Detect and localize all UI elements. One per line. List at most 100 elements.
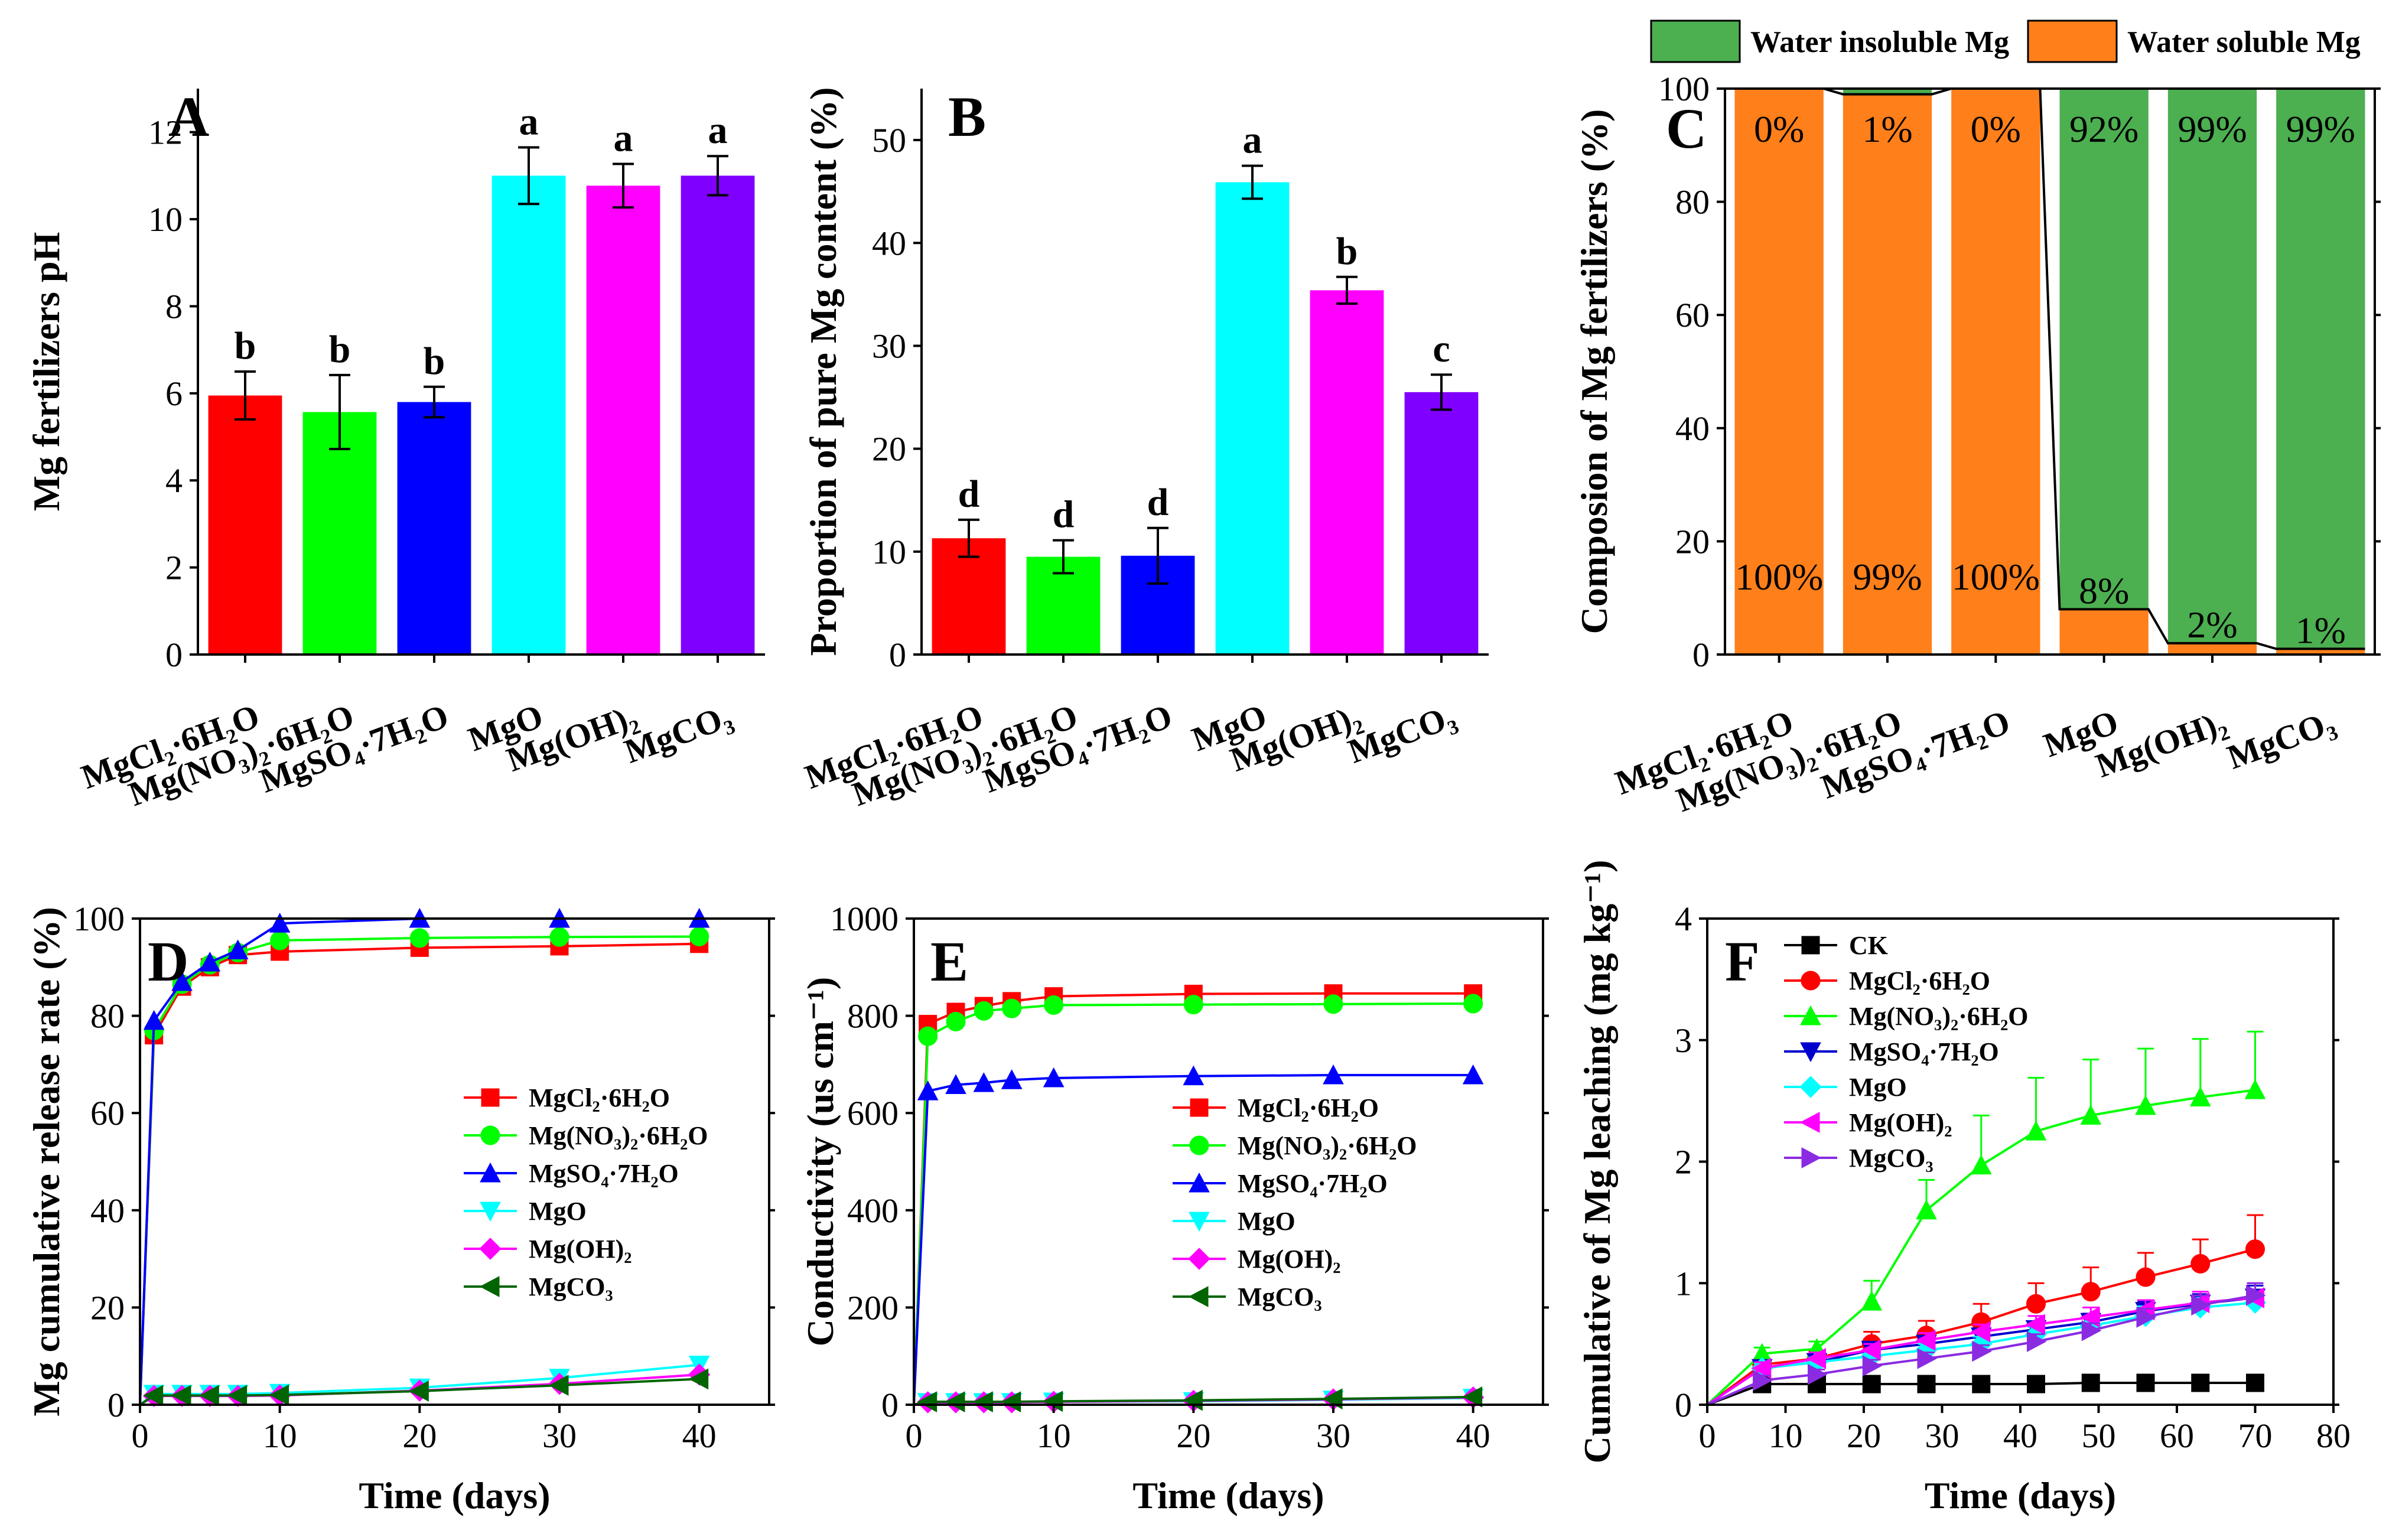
legend-label: MgSO₄·7H₂O (529, 1159, 679, 1188)
data-point (2080, 1307, 2100, 1328)
legend-swatch-soluble (2027, 19, 2118, 63)
legend-marker (479, 1238, 502, 1260)
data-point (1972, 1340, 1992, 1362)
panel-letter: D (148, 930, 188, 993)
x-tick-label: 20 (1847, 1417, 1881, 1455)
x-tick-label: 10 (1769, 1417, 1803, 1455)
legend: CK MgCl₂·6H₂O Mg(NO₃)₂·6H₂O MgSO₄·7H₂O MgO Mg… (1784, 931, 2029, 1173)
data-point (917, 1080, 939, 1101)
y-tick-label: 10 (872, 533, 906, 571)
bar (1404, 392, 1479, 655)
legend-label: MgCl₂·6H₂O (1238, 1093, 1379, 1122)
data-point (2025, 1314, 2045, 1336)
data-point (973, 1072, 995, 1092)
legend-marker (1800, 1005, 1821, 1025)
data-point (1915, 1330, 1936, 1351)
data-point (1753, 1370, 1773, 1391)
data-point (409, 1381, 429, 1402)
data-point (1323, 994, 1343, 1014)
data-point (2191, 1373, 2210, 1392)
legend-label-soluble: Water soluble Mg (2127, 25, 2361, 59)
y-tick-label: 60 (1675, 296, 1710, 334)
soluble-segment (1734, 89, 1824, 655)
series-group (1707, 1373, 2264, 1406)
y-tick-label: 40 (90, 1191, 125, 1230)
bar (586, 185, 660, 655)
data-point (1002, 998, 1022, 1018)
data-point (1183, 995, 1203, 1015)
y-tick-label: 4 (165, 461, 183, 500)
y-axis-title: Cumulative of Mg leaching (mg kg⁻¹) (1576, 860, 1618, 1464)
bar (491, 175, 566, 655)
data-point (2190, 1254, 2211, 1274)
y-tick-label: 0 (108, 1386, 125, 1424)
data-point (1972, 1375, 1991, 1394)
x-tick-label: 10 (263, 1417, 297, 1455)
plot-frame (1724, 87, 2376, 656)
legend-label: Mg(OH)₂ (529, 1235, 632, 1264)
y-tick-label: 800 (847, 997, 899, 1036)
y-tick-label: 3 (1675, 1021, 1692, 1060)
data-point (945, 1391, 965, 1412)
legend-marker (1188, 1286, 1209, 1307)
soluble-segment (1843, 94, 1932, 655)
panel-C: 0% 100% 1% 99% 0% 100% 92% 8% 99% 2% 99% 1% 0 20 40 60 8… (1573, 19, 2381, 819)
data-point (1970, 1154, 1992, 1175)
plot-frame (913, 917, 1544, 1406)
y-tick-label: 4 (1675, 900, 1692, 938)
category-label: MgCO₃ (2222, 702, 2340, 776)
data-point (2026, 1294, 2046, 1314)
x-tick-label: 40 (682, 1417, 717, 1455)
data-point (143, 1010, 165, 1030)
soluble-segment (2059, 609, 2149, 655)
data-point (2025, 1120, 2047, 1141)
y-tick-label: 600 (847, 1094, 899, 1132)
legend-marker (1189, 1172, 1210, 1193)
legend-marker (1799, 1112, 1820, 1133)
x-tick-label: 50 (2082, 1417, 2116, 1455)
significance-letter: d (1147, 481, 1169, 524)
data-point (2189, 1086, 2211, 1106)
data-point (1044, 995, 1064, 1015)
legend-marker (1799, 1076, 1822, 1098)
y-tick-label: 10 (148, 200, 183, 239)
y-tick-label: 0 (1675, 1386, 1692, 1424)
data-point (689, 926, 709, 946)
legend-swatch-insoluble (1650, 19, 1741, 63)
panel-letter: C (1666, 97, 1707, 160)
insoluble-percent-label: 0% (1754, 108, 1804, 150)
data-point (1917, 1347, 1938, 1369)
x-tick-label: 10 (1037, 1417, 1071, 1455)
legend-label: MgO (1849, 1073, 1907, 1102)
significance-letter: a (708, 109, 728, 152)
data-point (227, 1385, 248, 1406)
data-point (549, 927, 569, 947)
legend-marker (479, 1276, 500, 1297)
y-tick-label: 2 (1675, 1143, 1692, 1181)
insoluble-segment (2276, 89, 2365, 649)
x-tick-label: 40 (1456, 1417, 1490, 1455)
bar (1310, 290, 1384, 655)
y-tick-label: 6 (165, 375, 183, 413)
legend-label: MgSO₄·7H₂O (1238, 1169, 1388, 1198)
legend: MgCl₂·6H₂O Mg(NO₃)₂·6H₂O MgSO₄·7H₂O MgO Mg(O… (464, 1083, 708, 1301)
data-point (917, 1391, 938, 1412)
x-tick-label: 0 (1699, 1417, 1716, 1455)
x-tick-label: 30 (1925, 1417, 1959, 1455)
data-point (1916, 1199, 1937, 1220)
legend-label: MgCl₂·6H₂O (529, 1083, 670, 1112)
data-point (1751, 1357, 1772, 1379)
y-tick-label: 80 (1675, 183, 1710, 222)
data-point (973, 1391, 993, 1412)
category-label: MgCO₃ (619, 696, 737, 770)
y-tick-label: 100 (1658, 70, 1710, 108)
bar (302, 412, 377, 655)
y-tick-label: 60 (90, 1094, 125, 1132)
data-point (1862, 1375, 1881, 1394)
x-tick-label: 80 (2316, 1417, 2351, 1455)
insoluble-percent-label: 0% (1971, 108, 2021, 150)
y-axis-title: Mg fertilizers pH (25, 232, 67, 512)
y-tick-label: 0 (881, 1386, 899, 1424)
insoluble-percent-label: 92% (2069, 108, 2138, 150)
